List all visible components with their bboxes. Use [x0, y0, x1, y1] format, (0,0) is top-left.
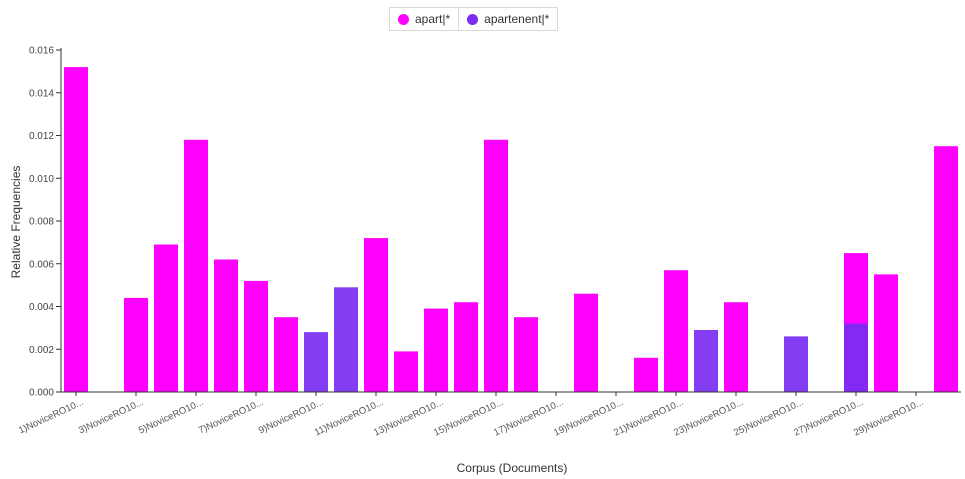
bar-apartenent-9[interactable] — [304, 332, 328, 392]
x-tick-label: 5)NoviceRO10... — [137, 397, 205, 437]
bar-apart-15[interactable] — [484, 139, 508, 392]
y-tick-label: 0.006 — [29, 259, 54, 270]
bar-apart-21[interactable] — [664, 270, 688, 392]
x-tick-label: 1)NoviceRO10... — [17, 397, 85, 437]
legend-label-apart: apart|* — [415, 12, 451, 26]
y-tick-label: 0.012 — [29, 131, 54, 142]
x-axis-title: Corpus (Documents) — [457, 461, 568, 475]
chart-legend: apart|* apartenent|* — [389, 7, 559, 31]
y-tick-label: 0.008 — [29, 217, 54, 228]
x-tick-label: 3)NoviceRO10... — [77, 397, 145, 437]
y-axis-title: Relative Frequencies — [9, 166, 23, 279]
y-tick-label: 0.000 — [29, 388, 54, 399]
bar-apart-11[interactable] — [364, 238, 388, 392]
bar-apart-1[interactable] — [64, 67, 88, 392]
bar-apart-8[interactable] — [274, 317, 298, 392]
legend-label-apartenent: apartenent|* — [484, 12, 550, 26]
y-tick-label: 0.016 — [29, 46, 54, 57]
bar-apart-6[interactable] — [214, 259, 238, 393]
bar-apart-18[interactable] — [574, 293, 598, 392]
bar-apart-28[interactable] — [874, 274, 898, 392]
bar-apart-12[interactable] — [394, 351, 418, 392]
legend-item-apartenent[interactable]: apartenent|* — [458, 8, 557, 30]
y-tick-label: 0.004 — [29, 302, 54, 313]
bar-apartenent-22[interactable] — [694, 330, 718, 392]
bar-apart-7[interactable] — [244, 280, 268, 392]
bar-apart-23[interactable] — [724, 302, 748, 392]
bar-apartenent-10[interactable] — [334, 287, 358, 392]
y-tick-label: 0.002 — [29, 345, 54, 356]
x-tick-label: 7)NoviceRO10... — [197, 397, 265, 437]
bar-apart-20[interactable] — [634, 357, 658, 392]
y-tick-label: 0.014 — [29, 88, 54, 99]
legend-swatch-apart — [398, 13, 409, 25]
bar-apart-3[interactable] — [124, 297, 148, 392]
bar-apart-16[interactable] — [514, 317, 538, 392]
bar-apart-30[interactable] — [934, 146, 958, 392]
bar-apartenent-25[interactable] — [784, 336, 808, 392]
y-tick-label: 0.010 — [29, 174, 54, 185]
bar-apart-4[interactable] — [154, 244, 178, 393]
bar-apart-13[interactable] — [424, 308, 448, 392]
bar-apart-14[interactable] — [454, 302, 478, 392]
bar-apart-5[interactable] — [184, 139, 208, 392]
legend-item-apart[interactable]: apart|* — [390, 8, 458, 30]
legend-swatch-apartenent — [467, 13, 479, 25]
bar-apartenent-27[interactable] — [844, 323, 868, 392]
